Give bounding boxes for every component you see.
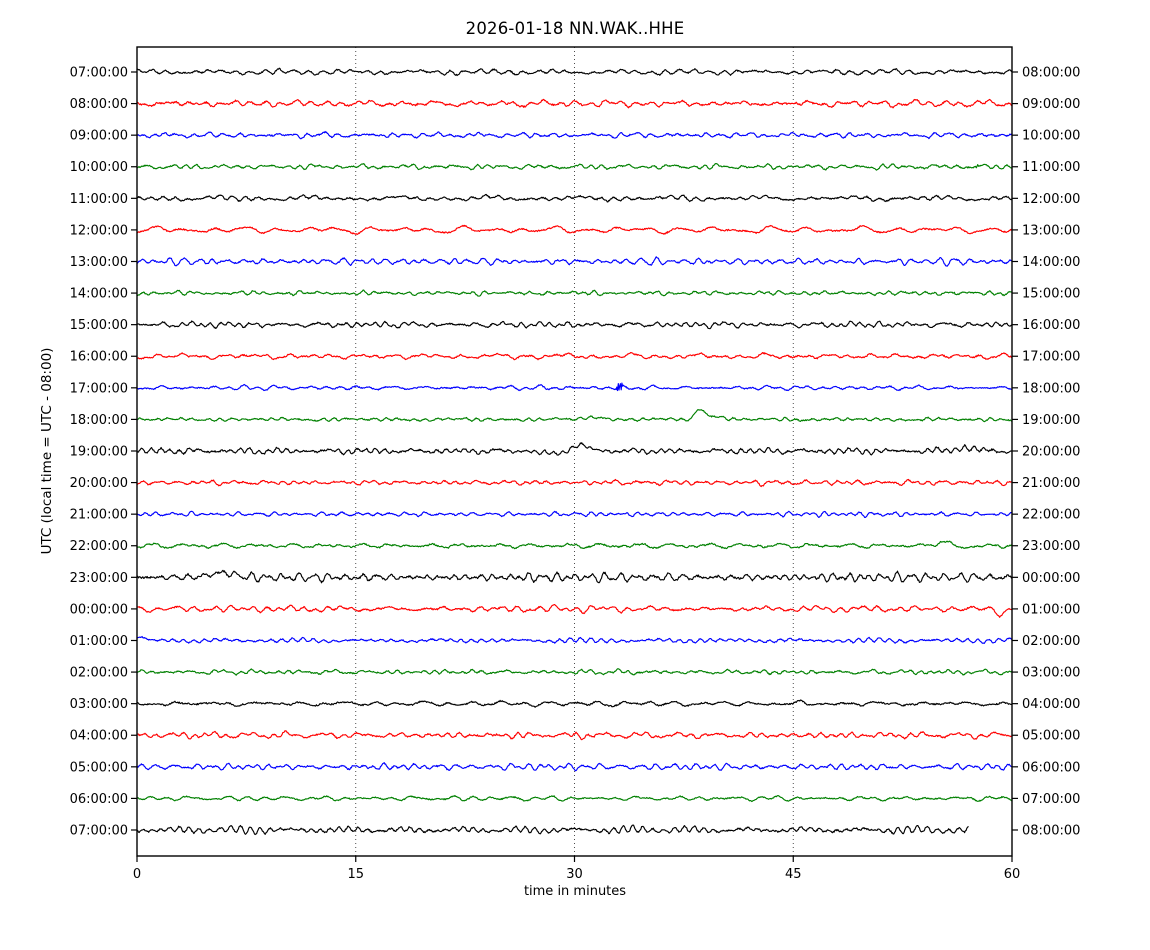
y-tick-label-left: 04:00:00 (70, 729, 128, 744)
trace-row (136, 320, 1013, 330)
x-axis-label: time in minutes (523, 884, 627, 899)
y-tick-label-left: 08:00:00 (70, 97, 128, 112)
trace-row (136, 569, 1013, 584)
trace-row (136, 256, 1013, 267)
y-tick-label-left: 18:00:00 (70, 413, 128, 428)
trace-row (136, 824, 969, 836)
y-tick-label-right: 09:00:00 (1022, 97, 1080, 112)
y-tick-label-right: 07:00:00 (1022, 792, 1080, 807)
y-tick-label-left: 11:00:00 (70, 192, 128, 207)
trace-row (136, 130, 1013, 140)
y-tick-label-left: 23:00:00 (70, 571, 128, 586)
y-tick-label-right: 10:00:00 (1022, 129, 1080, 144)
y-tick-label-right: 15:00:00 (1022, 287, 1080, 302)
y-tick-label-left: 14:00:00 (70, 287, 128, 302)
x-tick-label: 45 (785, 867, 802, 882)
y-tick-label-right: 21:00:00 (1022, 476, 1080, 491)
trace-row (136, 635, 1013, 644)
y-tick-label-right: 11:00:00 (1022, 160, 1080, 175)
y-tick-label-right: 06:00:00 (1022, 760, 1080, 775)
y-tick-label-right: 16:00:00 (1022, 318, 1080, 333)
y-tick-label-left: 17:00:00 (70, 381, 128, 396)
y-tick-label-right: 13:00:00 (1022, 223, 1080, 238)
trace-row (136, 67, 1013, 77)
trace-row (136, 510, 1013, 519)
y-tick-label-left: 19:00:00 (70, 444, 128, 459)
y-tick-label-left: 13:00:00 (70, 255, 128, 270)
trace-row (136, 794, 1013, 803)
trace-row (136, 442, 1013, 456)
trace-row (136, 668, 1013, 676)
axis-ticks (131, 71, 1018, 862)
y-tick-label-left: 00:00:00 (70, 602, 128, 617)
y-tick-label-left: 16:00:00 (70, 350, 128, 365)
chart-title: 2026-01-18 NN.WAK..HHE (465, 19, 685, 38)
trace-row (136, 762, 1013, 772)
trace-row (136, 193, 1013, 203)
trace-row (136, 351, 1013, 361)
trace-row (136, 409, 1013, 423)
y-tick-label-right: 03:00:00 (1022, 666, 1080, 681)
trace-row (136, 730, 1013, 741)
y-tick-label-right: 04:00:00 (1022, 697, 1080, 712)
y-tick-label-right: 18:00:00 (1022, 381, 1080, 396)
trace-row (136, 224, 1013, 235)
y-tick-label-left: 15:00:00 (70, 318, 128, 333)
y-tick-label-right: 22:00:00 (1022, 508, 1080, 523)
trace-row (136, 162, 1013, 171)
y-tick-label-left: 03:00:00 (70, 697, 128, 712)
y-tick-label-left: 22:00:00 (70, 539, 128, 554)
y-tick-label-right: 02:00:00 (1022, 634, 1080, 649)
trace-row (136, 289, 1013, 297)
y-tick-label-left: 10:00:00 (70, 160, 128, 175)
y-tick-label-left: 05:00:00 (70, 760, 128, 775)
trace-row (136, 603, 1013, 618)
y-tick-label-right: 05:00:00 (1022, 729, 1080, 744)
y-tick-label-right: 17:00:00 (1022, 350, 1080, 365)
y-tick-label-left: 02:00:00 (70, 666, 128, 681)
x-tick-label: 60 (1004, 867, 1021, 882)
x-tick-label: 30 (566, 867, 583, 882)
trace-row (136, 382, 1013, 392)
y-tick-label-left: 21:00:00 (70, 508, 128, 523)
y-tick-label-right: 23:00:00 (1022, 539, 1080, 554)
x-tick-label: 0 (133, 867, 141, 882)
y-tick-label-right: 20:00:00 (1022, 444, 1080, 459)
trace-row (136, 98, 1013, 109)
y-tick-label-left: 07:00:00 (70, 66, 128, 81)
y-tick-label-right: 08:00:00 (1022, 66, 1080, 81)
x-tick-label: 15 (347, 867, 364, 882)
y-tick-label-right: 08:00:00 (1022, 823, 1080, 838)
trace-row (136, 478, 1013, 488)
y-tick-label-left: 07:00:00 (70, 823, 128, 838)
y-tick-label-right: 19:00:00 (1022, 413, 1080, 428)
trace-row (136, 699, 1013, 708)
axis-tick-labels: 0 15 30 45 60 07:00:00 08:00:00 08:00:00 09:00:0… (70, 66, 1081, 883)
y-tick-label-left: 12:00:00 (70, 223, 128, 238)
y-tick-label-right: 12:00:00 (1022, 192, 1080, 207)
y-tick-label-right: 14:00:00 (1022, 255, 1080, 270)
trace-row (136, 540, 1013, 550)
y-tick-label-left: 09:00:00 (70, 129, 128, 144)
seismogram-traces (136, 67, 1013, 836)
y-tick-label-right: 01:00:00 (1022, 602, 1080, 617)
y-tick-label-right: 00:00:00 (1022, 571, 1080, 586)
y-tick-label-left: 20:00:00 (70, 476, 128, 491)
y-tick-label-left: 06:00:00 (70, 792, 128, 807)
y-tick-label-left: 01:00:00 (70, 634, 128, 649)
